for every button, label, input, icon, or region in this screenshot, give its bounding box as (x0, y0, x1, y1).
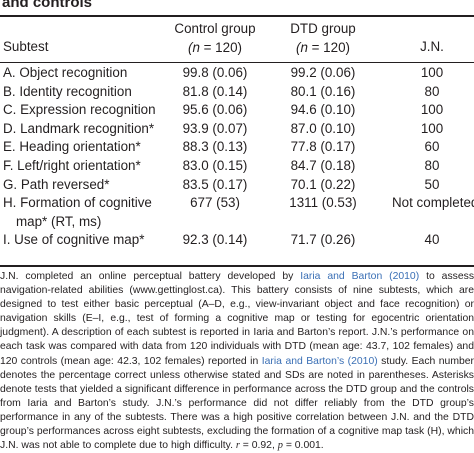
cell-dtd: 70.1 (0.22) (290, 176, 356, 192)
cell-subtest: A. Object recognition (3, 65, 128, 80)
cell-dtd: 71.7 (0.26) (290, 232, 356, 248)
cell-control: 99.8 (0.06) (182, 65, 248, 80)
table-header: Subtest Control group (n = 120) DTD grou… (0, 19, 474, 61)
table-row: F. Left/right orientation* 83.0 (0.15) 8… (0, 157, 474, 176)
header-control-group: Control group (n = 120) (160, 19, 270, 57)
cell-jn: 80 (424, 83, 440, 99)
cell-control: 88.3 (0.13) (182, 139, 248, 155)
cell-control: 83.0 (0.15) (182, 157, 248, 173)
table-row: H. Formation of cognitive map* (RT, ms) … (0, 194, 474, 231)
table-body: A. Object recognition 99.8 (0.06) 99.2 (… (0, 64, 474, 250)
cell-dtd: 87.0 (0.10) (290, 120, 356, 136)
cell-subtest-line1: H. Formation of cognitive (3, 195, 152, 211)
cell-jn: 60 (424, 139, 440, 155)
cell-dtd: 80.1 (0.16) (290, 83, 356, 99)
cell-jn: 100 (420, 120, 444, 136)
cell-dtd: 1311 (0.53) (289, 195, 357, 211)
cell-control: 83.5 (0.17) (182, 176, 248, 192)
cell-jn: 100 (420, 102, 444, 118)
header-jn: J.N. (420, 39, 444, 54)
cell-subtest: E. Heading orientation* (3, 139, 141, 155)
cell-subtest: C. Expression recognition (3, 102, 156, 118)
cell-jn: 100 (420, 65, 444, 80)
cell-subtest: I. Use of cognitive map* (3, 232, 145, 248)
citation-link[interactable]: Iaria and Barton’s (2010) (261, 355, 378, 367)
cell-jn: 40 (424, 232, 440, 248)
cell-control: 677 (53) (190, 195, 240, 211)
table-row: D. Landmark recognition* 93.9 (0.07) 87.… (0, 120, 474, 139)
table-footnote: J.N. completed an online perceptual batt… (0, 271, 474, 452)
cell-control: 92.3 (0.14) (182, 232, 248, 248)
cell-control: 95.6 (0.06) (182, 102, 248, 118)
cell-jn: 50 (424, 176, 440, 192)
header-dtd-group: DTD group (n = 120) (268, 19, 378, 57)
cell-dtd: 84.7 (0.18) (290, 157, 356, 173)
table-header-rule (0, 62, 474, 63)
citation-link[interactable]: Iaria and Barton (2010) (300, 271, 420, 282)
table-top-rule (0, 15, 474, 17)
table-row: C. Expression recognition 95.6 (0.06) 94… (0, 101, 474, 120)
header-subtest: Subtest (3, 39, 49, 54)
cell-subtest: H. Formation of cognitive map* (RT, ms) (3, 194, 193, 231)
cell-control: 93.9 (0.07) (182, 120, 248, 136)
table-bottom-rule (0, 265, 474, 267)
table-row: A. Object recognition 99.8 (0.06) 99.2 (… (0, 64, 474, 83)
cell-dtd: 94.6 (0.10) (290, 102, 356, 118)
cell-control: 81.8 (0.14) (182, 83, 248, 99)
cell-jn: Not completed (392, 195, 474, 211)
cell-subtest: F. Left/right orientation* (3, 157, 141, 173)
cell-subtest: G. Path reversed* (3, 176, 110, 192)
table-row: B. Identity recognition 81.8 (0.14) 80.1… (0, 83, 474, 102)
cell-subtest-line2: map* (RT, ms) (16, 213, 102, 229)
cell-jn: 80 (424, 157, 440, 173)
cell-dtd: 99.2 (0.06) (290, 65, 356, 80)
table-row: G. Path reversed* 83.5 (0.17) 70.1 (0.22… (0, 176, 474, 195)
header-dtd-label: DTD group (290, 21, 356, 36)
table-row: E. Heading orientation* 88.3 (0.13) 77.8… (0, 138, 474, 157)
cell-subtest: B. Identity recognition (3, 83, 132, 99)
header-control-label: Control group (174, 21, 256, 36)
table-row: I. Use of cognitive map* 92.3 (0.14) 71.… (0, 231, 474, 250)
cell-dtd: 77.8 (0.17) (290, 139, 356, 155)
table-caption: and controls (2, 0, 93, 11)
cell-subtest: D. Landmark recognition* (3, 120, 155, 136)
header-control-n: (n = 120) (188, 40, 242, 55)
header-dtd-n: (n = 120) (296, 40, 350, 55)
